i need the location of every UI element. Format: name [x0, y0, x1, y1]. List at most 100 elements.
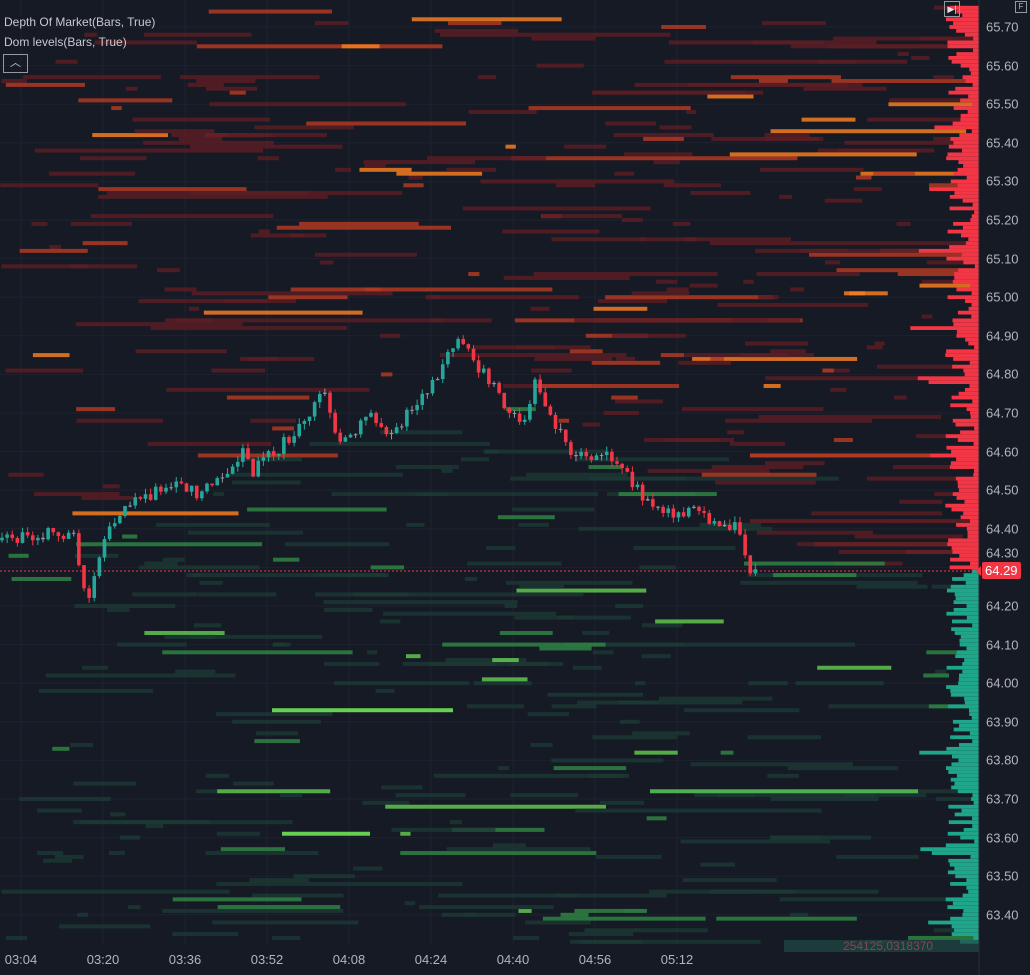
bid-liquidity-bar — [323, 607, 373, 612]
bid-liquidity-bar — [441, 468, 453, 473]
ask-level-bar — [971, 129, 979, 134]
ask-level-bar — [956, 9, 979, 14]
skip-forward-icon: ▶| — [947, 4, 957, 14]
ask-liquidity-bar — [836, 268, 979, 273]
ask-level-bar — [946, 156, 979, 161]
bid-liquidity-bar — [138, 565, 260, 570]
candle-up — [0, 537, 4, 541]
candle-down — [543, 392, 548, 407]
legend-dom-levels[interactable]: Dom levels(Bars, True) — [4, 35, 127, 49]
candle-down — [71, 532, 76, 534]
ask-liquidity-bar — [503, 275, 630, 280]
ask-level-bar — [953, 221, 979, 226]
ask-level-bar — [968, 237, 979, 242]
ask-level-bar — [971, 291, 979, 296]
ask-liquidity-bar — [248, 356, 278, 361]
bid-liquidity-bar — [655, 619, 724, 624]
bid-liquidity-bar — [213, 492, 224, 497]
bid-liquidity-bar — [385, 804, 606, 809]
ask-level-bar — [957, 480, 979, 485]
bid-liquidity-bar — [80, 820, 210, 825]
ask-liquidity-bar — [934, 492, 954, 497]
bid-liquidity-bar — [935, 669, 947, 674]
candle-down — [625, 467, 630, 472]
bid-liquidity-bar — [132, 592, 198, 597]
candle-down — [184, 483, 189, 492]
candle-up — [420, 393, 425, 405]
bid-level-bar — [970, 855, 979, 859]
bid-liquidity-bar — [162, 557, 185, 562]
legend-depth-of-market[interactable]: Depth Of Market(Bars, True) — [4, 15, 156, 29]
bid-liquidity-bar — [646, 816, 667, 821]
f-button[interactable]: F — [1015, 1, 1027, 13]
ask-liquidity-bar — [920, 36, 952, 41]
bid-liquidity-bar — [590, 476, 839, 481]
candle-up — [205, 483, 209, 492]
bid-level-bar — [920, 847, 979, 852]
bid-level-bar — [952, 577, 979, 581]
ask-level-bar — [948, 144, 979, 149]
collapse-legend-button[interactable]: ︿ — [3, 54, 28, 73]
ask-liquidity-bar — [179, 75, 320, 80]
key-liquidity-level — [750, 519, 979, 524]
bid-liquidity-bar — [442, 642, 606, 647]
ask-liquidity-bar — [268, 295, 348, 300]
bid-liquidity-bar — [18, 797, 111, 801]
ask-liquidity-bar — [822, 368, 834, 373]
bid-liquidity-bar — [198, 592, 277, 597]
bid-liquidity-bar — [577, 457, 729, 462]
bid-level-bar — [971, 569, 979, 574]
candle-down — [697, 506, 701, 511]
ask-liquidity-bar — [134, 129, 215, 134]
ask-liquidity-bar — [756, 272, 860, 277]
bid-level-bar — [946, 685, 979, 689]
bid-liquidity-bar — [551, 758, 664, 763]
ask-liquidity-bar — [624, 152, 693, 157]
bid-liquidity-bar — [641, 623, 683, 628]
candle-down — [10, 534, 15, 538]
ask-level-bar — [952, 364, 979, 369]
ask-liquidity-bar — [919, 283, 975, 288]
price-tick-label: 65.00 — [986, 289, 1019, 305]
candle-down — [748, 555, 753, 574]
ask-level-bar — [962, 13, 979, 18]
bid-liquidity-bar — [513, 935, 540, 940]
bid-liquidity-bar — [716, 916, 857, 921]
time-tick-label: 03:20 — [86, 952, 120, 967]
price-tick-label: 65.50 — [986, 96, 1019, 112]
ask-level-bar — [953, 171, 979, 176]
ask-liquidity-bar — [717, 302, 869, 307]
candle-down — [159, 486, 163, 492]
bid-liquidity-bar — [795, 681, 884, 686]
ask-liquidity-bar — [715, 480, 816, 485]
ask-level-bar — [953, 21, 979, 26]
ask-level-bar — [967, 530, 979, 535]
bid-level-bar — [955, 874, 979, 879]
candle-down — [471, 348, 476, 361]
ask-level-bar — [952, 492, 979, 496]
bid-level-bar — [951, 754, 979, 759]
ask-liquidity-bar — [111, 106, 122, 111]
bid-liquidity-bar — [144, 561, 178, 566]
ask-liquidity-bar — [191, 291, 393, 296]
bid-liquidity-bar — [617, 700, 660, 705]
bid-liquidity-bar — [717, 793, 875, 798]
ask-liquidity-bar — [664, 59, 857, 64]
bid-level-bar — [972, 739, 979, 743]
bid-liquidity-bar — [770, 797, 879, 801]
ask-level-bar — [972, 102, 979, 107]
candle-down — [138, 497, 143, 499]
bid-liquidity-bar — [55, 854, 84, 859]
ask-liquidity-bar — [597, 299, 668, 304]
ask-liquidity-bar — [55, 59, 78, 64]
candle-up — [46, 528, 50, 540]
candle-down — [707, 512, 712, 524]
bid-liquidity-bar — [216, 881, 463, 886]
ask-level-bar — [949, 5, 979, 10]
scroll-to-realtime-button[interactable]: ▶| — [944, 1, 960, 17]
price-tick-label: 65.40 — [986, 135, 1019, 151]
candle-up — [528, 403, 532, 420]
bid-liquidity-bar — [539, 646, 592, 651]
bid-liquidity-bar — [574, 908, 647, 913]
